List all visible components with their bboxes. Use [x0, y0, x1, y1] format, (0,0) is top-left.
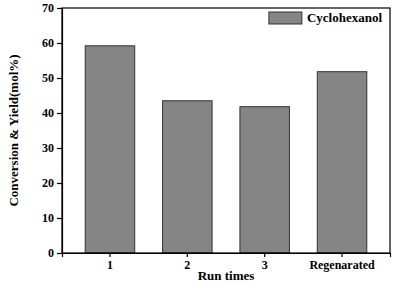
y-tick: 50 [42, 71, 62, 85]
y-tick-mark [57, 183, 62, 184]
y-tick: 10 [42, 211, 62, 225]
x-tick-label: 3 [262, 258, 268, 272]
plot-frame [62, 8, 390, 253]
legend-item: Cyclohexanol [269, 10, 383, 25]
x-tick-label: 1 [107, 258, 113, 272]
x-tick-mark [109, 253, 110, 257]
x-axis-title: Run times [198, 268, 255, 283]
bar [163, 101, 213, 253]
y-tick: 70 [42, 1, 62, 15]
x-tick: 1 [107, 253, 113, 272]
x-axis-line [63, 254, 391, 258]
y-tick-mark [57, 148, 62, 149]
y-tick-mark [57, 43, 62, 44]
x-tick-mark [187, 253, 188, 257]
chart: 0 10 20 30 40 50 60 70 1 2 3 Regenarated Run times Co… [0, 0, 400, 284]
x-tick: 2 [184, 253, 190, 272]
y-tick: 40 [42, 106, 62, 120]
y-tick-label: 0 [48, 246, 54, 260]
y-tick-label: 30 [42, 141, 54, 155]
legend-label: Cyclohexanol [307, 10, 383, 25]
y-tick-label: 40 [42, 106, 54, 120]
bar [317, 72, 367, 253]
x-tick-mark [341, 253, 342, 257]
y-tick: 30 [42, 141, 62, 155]
y-tick: 0 [48, 246, 62, 260]
x-tick-label: 2 [184, 258, 190, 272]
y-tick-label: 10 [42, 211, 54, 225]
bar [240, 107, 290, 253]
y-tick: 20 [42, 176, 62, 190]
bars [85, 46, 367, 253]
y-tick-mark [57, 253, 62, 254]
x-tick: 3 [262, 253, 268, 272]
y-tick: 60 [42, 36, 62, 50]
y-tick-mark [57, 218, 62, 219]
x-tick: Regenarated [309, 253, 375, 272]
y-tick-label: 50 [42, 71, 54, 85]
legend-swatch [269, 12, 302, 24]
y-tick-label: 20 [42, 176, 54, 190]
y-axis-line [57, 9, 63, 254]
y-axis-title: Conversion & Yield(mol%) [6, 54, 21, 206]
y-axis: 0 10 20 30 40 50 60 70 [42, 1, 63, 260]
legend: Cyclohexanol [269, 10, 383, 25]
y-tick-label: 60 [42, 36, 54, 50]
y-tick-label: 70 [42, 1, 54, 15]
x-tick-label: Regenarated [309, 258, 375, 272]
y-tick-mark [57, 8, 62, 9]
x-tick-mark [264, 253, 265, 257]
y-tick-mark [57, 78, 62, 79]
y-tick-mark [57, 113, 62, 114]
bar [85, 46, 135, 253]
